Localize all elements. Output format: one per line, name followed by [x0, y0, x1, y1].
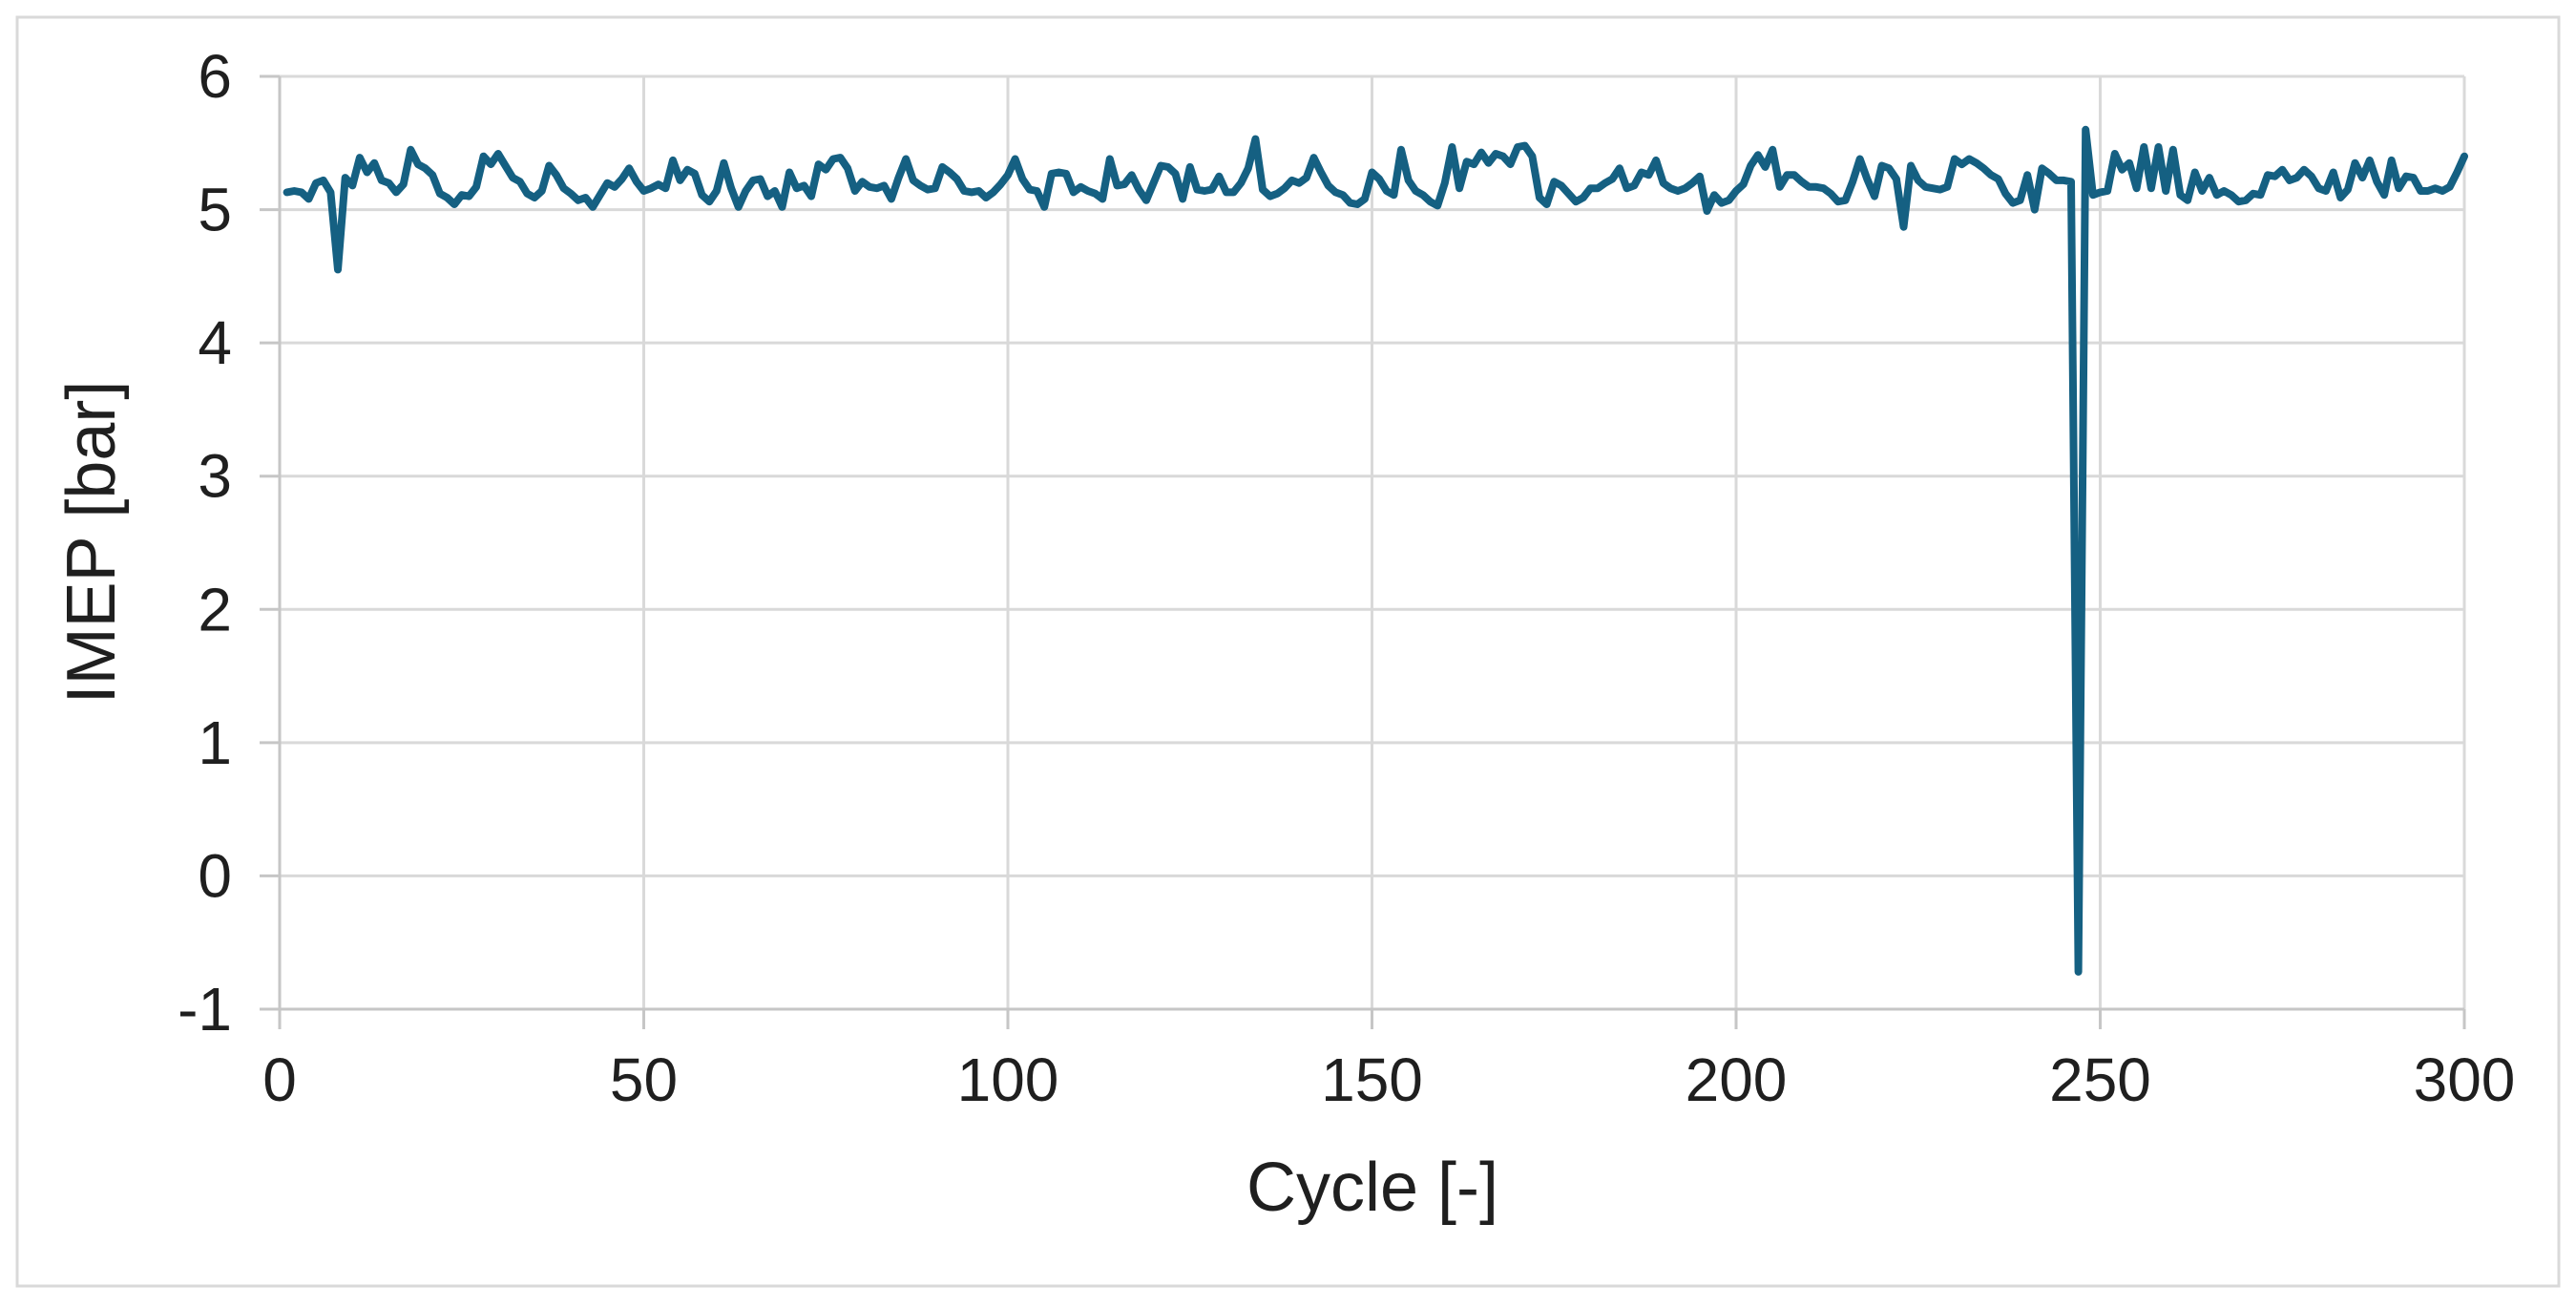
x-tick-label: 150: [1321, 1045, 1423, 1114]
x-tick-label: 250: [2049, 1045, 2151, 1114]
figure-border: [15, 15, 2561, 1288]
y-tick-label: 2: [198, 575, 232, 643]
y-tick-label: 5: [198, 176, 232, 244]
gridlines: [278, 74, 2466, 1011]
x-axis-title: Cycle [-]: [1246, 1150, 1498, 1226]
y-tick-label: 4: [198, 308, 232, 377]
axis-lines: [278, 76, 2464, 1011]
x-tick-label: 300: [2414, 1045, 2516, 1114]
y-tick-label: 1: [198, 708, 232, 777]
x-tick-label: 200: [1686, 1045, 1788, 1114]
imep-series-line: [283, 125, 2468, 976]
x-tick-label: 0: [262, 1045, 297, 1114]
x-tick-label: 100: [957, 1045, 1059, 1114]
y-tick-label: 0: [198, 841, 232, 910]
y-tick-label: 6: [198, 42, 232, 111]
tick-labels: -1 0 1 2 3 4 5 6 0 50 100 150 200 250 300: [178, 42, 2515, 1114]
x-tick-label: 50: [610, 1045, 678, 1114]
y-axis-title: IMEP [bar]: [53, 381, 130, 705]
y-tick-label: 3: [198, 442, 232, 511]
axis-ticks: [260, 74, 2466, 1029]
y-tick-label: -1: [178, 975, 232, 1044]
